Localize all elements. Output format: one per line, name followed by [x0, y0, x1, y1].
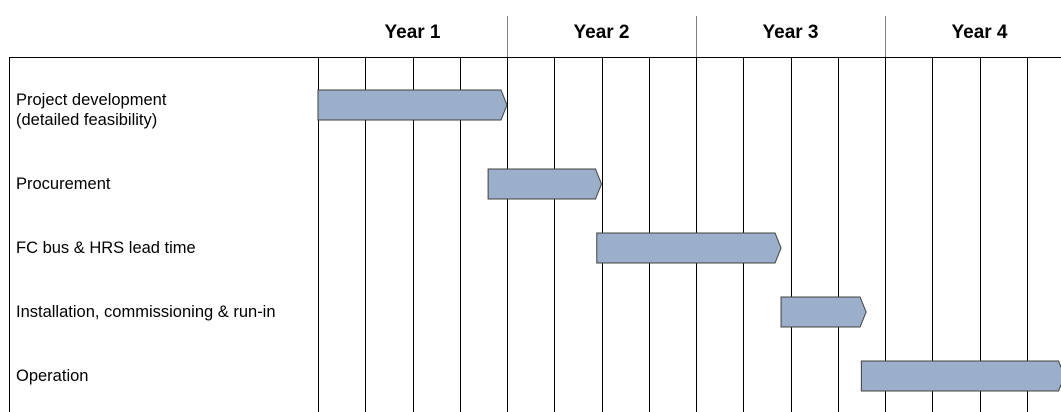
task-bar-1 [487, 168, 603, 200]
task-bar-2 [596, 232, 782, 264]
task-bar-0 [317, 89, 508, 121]
task-bar-3 [780, 296, 867, 328]
task-label-procurement: Procurement [16, 175, 111, 193]
task-label-fc-bus-hrs-lead-time: FC bus & HRS lead time [16, 239, 196, 257]
task-bar-4 [860, 360, 1061, 392]
task-label-operation: Operation [16, 367, 89, 385]
task-label-project-development: Project development (detailed feasibilit… [16, 91, 167, 129]
year-label-3: Year 3 [762, 22, 819, 43]
year-label-2: Year 2 [573, 22, 630, 43]
task-label-installation: Installation, commissioning & run-in [16, 303, 276, 321]
year-label-4: Year 4 [951, 22, 1008, 43]
year-label-1: Year 1 [384, 22, 441, 43]
